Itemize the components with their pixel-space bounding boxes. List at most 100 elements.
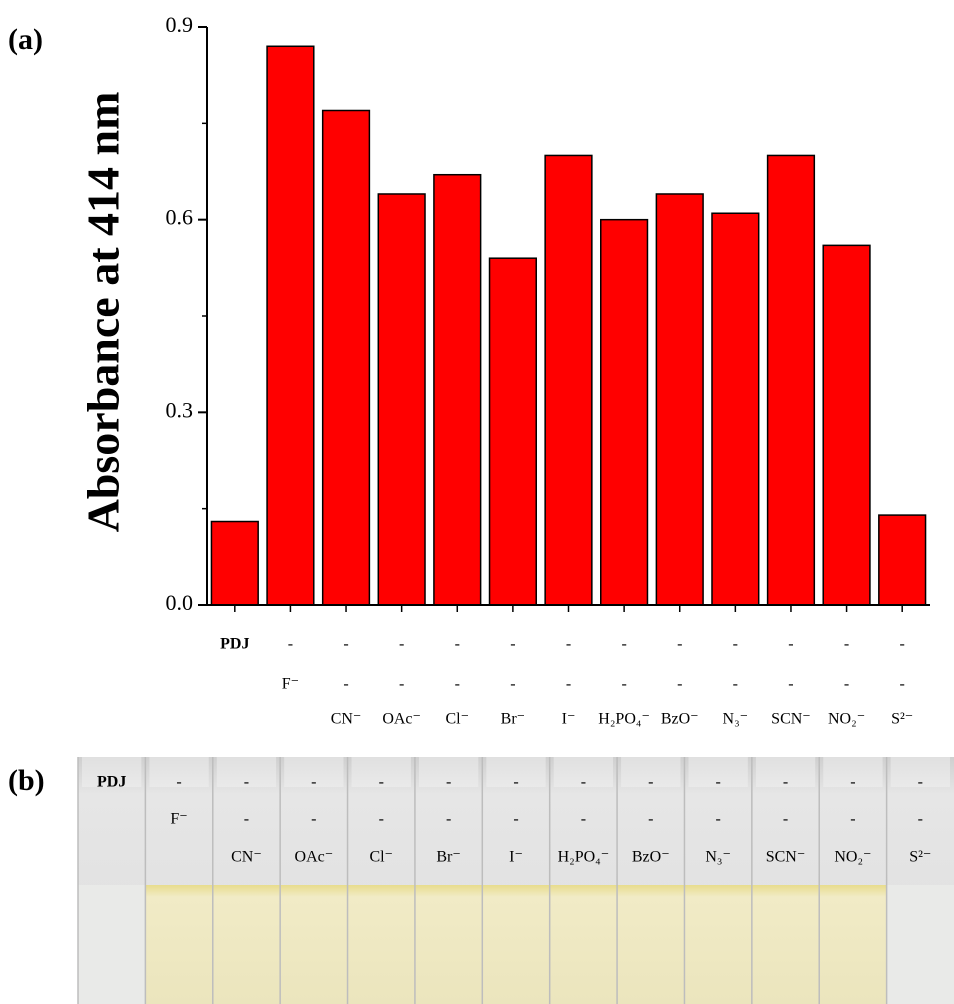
x-label: H₂PO₄⁻ xyxy=(598,711,650,728)
photo-label: - xyxy=(244,811,249,828)
x-label: S²⁻ xyxy=(891,711,913,728)
vial-cap-rim xyxy=(755,757,816,787)
y-tick-label: 0.6 xyxy=(166,205,194,230)
bar xyxy=(210,520,259,606)
x-label: - xyxy=(399,636,404,653)
photo-label: F⁻ xyxy=(170,811,187,828)
x-label: - xyxy=(343,676,348,693)
photo-label: - xyxy=(715,774,720,791)
bar xyxy=(321,109,371,606)
vial-liquid xyxy=(78,885,146,1004)
x-label: - xyxy=(733,676,738,693)
photo-label: SCN⁻ xyxy=(766,849,806,866)
photo-label: H₂PO₄⁻ xyxy=(558,849,610,866)
vial-cap-rim xyxy=(284,757,344,787)
x-label: PDJ xyxy=(220,636,249,653)
bar xyxy=(266,45,315,606)
y-tick-label: 0.0 xyxy=(166,590,194,615)
x-label: - xyxy=(844,676,849,693)
bar xyxy=(711,212,760,606)
x-label: - xyxy=(621,636,626,653)
photo-label: - xyxy=(581,811,586,828)
photo-label: - xyxy=(850,774,855,791)
x-label: - xyxy=(566,636,571,653)
x-label: - xyxy=(788,676,793,693)
photo-label: - xyxy=(379,774,384,791)
vial-liquid xyxy=(819,885,887,1004)
vial-liquid xyxy=(549,885,618,1004)
vial-cap-rim xyxy=(486,757,546,787)
photo-label: I⁻ xyxy=(509,849,523,866)
x-label: - xyxy=(900,676,905,693)
panel-label: (b) xyxy=(8,764,45,797)
panel-label: (a) xyxy=(8,23,43,56)
photo-label: - xyxy=(446,774,451,791)
photo-label: - xyxy=(918,774,923,791)
x-label: Br⁻ xyxy=(501,711,525,728)
vial-cap-rim xyxy=(890,757,950,787)
x-label: - xyxy=(733,636,738,653)
vial-liquid xyxy=(482,885,550,1004)
photo-label: - xyxy=(311,811,316,828)
vial-liquid xyxy=(145,885,213,1004)
x-label: - xyxy=(510,636,515,653)
photo-label: NO₂⁻ xyxy=(834,849,871,866)
vial-cap-rim xyxy=(351,757,411,787)
bar xyxy=(377,193,426,606)
x-label: - xyxy=(844,636,849,653)
x-label: - xyxy=(621,676,626,693)
x-label: SCN⁻ xyxy=(771,711,811,728)
photo-label: N₃⁻ xyxy=(705,849,731,866)
x-label: CN⁻ xyxy=(331,711,362,728)
bar xyxy=(878,514,927,606)
photo-label: - xyxy=(176,774,181,791)
x-label: - xyxy=(288,636,293,653)
x-label: Cl⁻ xyxy=(445,711,469,728)
bar xyxy=(822,244,871,606)
photo-label: - xyxy=(513,774,518,791)
vial-liquid xyxy=(414,885,483,1004)
photo-label: - xyxy=(311,774,316,791)
x-label: - xyxy=(677,676,682,693)
photo-label: BzO⁻ xyxy=(632,849,670,866)
x-label: I⁻ xyxy=(562,711,576,728)
photo-label: - xyxy=(513,811,518,828)
x-label: - xyxy=(900,636,905,653)
photo-label: - xyxy=(783,811,788,828)
photo-label: Br⁻ xyxy=(436,849,460,866)
x-label: BzO⁻ xyxy=(661,711,699,728)
x-label: N₃⁻ xyxy=(723,711,749,728)
vial-liquid xyxy=(347,885,415,1004)
photo-label: - xyxy=(648,774,653,791)
vial-liquid xyxy=(684,885,752,1004)
x-label: - xyxy=(343,636,348,653)
bar xyxy=(544,154,593,606)
bar xyxy=(600,218,649,606)
vial-liquid xyxy=(751,885,820,1004)
bar xyxy=(488,257,537,606)
vial-cap-rim xyxy=(216,757,277,787)
vial-cap-rim xyxy=(553,757,614,787)
photo-label: Cl⁻ xyxy=(369,849,393,866)
x-label: - xyxy=(455,676,460,693)
photo-label: - xyxy=(850,811,855,828)
x-label: - xyxy=(566,676,571,693)
photo-label: - xyxy=(581,774,586,791)
vial-cap-rim xyxy=(418,757,479,787)
photo-label: - xyxy=(379,811,384,828)
photo-label: - xyxy=(783,774,788,791)
vial-cap-rim xyxy=(82,757,142,787)
x-label: NO₂⁻ xyxy=(828,711,865,728)
x-label: - xyxy=(455,636,460,653)
x-label: - xyxy=(510,676,515,693)
x-label: - xyxy=(788,636,793,653)
vial-liquid xyxy=(617,885,685,1004)
photo-label: - xyxy=(244,774,249,791)
y-axis-title: Absorbance at 414 nm xyxy=(78,92,129,533)
photo-label: OAc⁻ xyxy=(295,849,334,866)
vial-cap-rim xyxy=(149,757,209,787)
vial-liquid xyxy=(212,885,281,1004)
x-label: - xyxy=(677,636,682,653)
y-tick-label: 0.9 xyxy=(166,12,194,37)
